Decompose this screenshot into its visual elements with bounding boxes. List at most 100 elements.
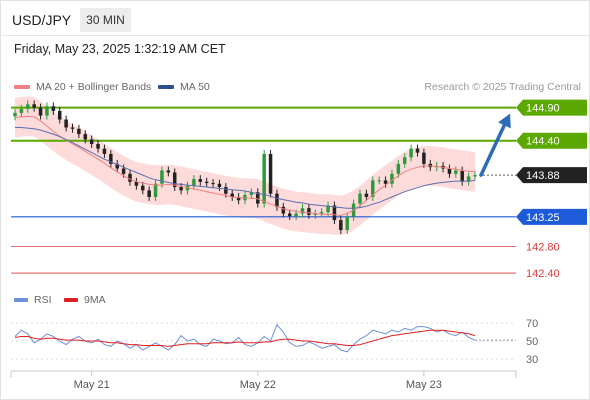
candle — [371, 176, 375, 201]
candle-body — [364, 193, 369, 197]
candle — [109, 149, 113, 168]
rsi-line — [14, 323, 476, 353]
candle — [198, 175, 203, 186]
candle — [236, 192, 241, 205]
time-label: May 21 — [74, 379, 110, 391]
candle — [300, 204, 305, 218]
candle — [473, 171, 477, 181]
candle — [466, 172, 471, 186]
candle-body — [415, 148, 420, 153]
candle-body — [313, 213, 318, 215]
time-label: May 22 — [240, 379, 276, 391]
symbol-label: USD/JPY — [12, 12, 72, 28]
candle-body — [300, 208, 305, 214]
candle-body — [307, 208, 311, 215]
candle-body — [38, 107, 43, 116]
candle-body — [281, 206, 286, 214]
candle-body — [26, 104, 30, 109]
candle — [364, 189, 369, 201]
candle-body — [230, 193, 234, 197]
candle-body — [153, 183, 158, 197]
ma20-line — [14, 115, 476, 217]
candle-body — [102, 148, 107, 154]
level-tag-144.40: 144.40 — [516, 132, 587, 149]
candle — [256, 188, 260, 208]
candle-body — [89, 139, 94, 145]
level-label-143.88: 143.88 — [526, 170, 560, 182]
candle — [313, 209, 318, 219]
candle-body — [70, 127, 75, 129]
candle-body — [454, 170, 458, 174]
candle — [339, 216, 343, 235]
candle-body — [256, 192, 260, 204]
candle-body — [409, 148, 413, 158]
candle-body — [249, 192, 254, 195]
level-tag-bg — [516, 167, 587, 184]
candle — [51, 102, 56, 115]
candle — [57, 106, 62, 124]
legend-rsi-label: RSI — [34, 294, 52, 306]
candle-body — [128, 173, 132, 182]
bollinger-band — [15, 96, 475, 236]
candle-body — [339, 220, 343, 231]
candle — [204, 177, 209, 188]
candle-body — [198, 179, 203, 182]
candle-body — [345, 216, 349, 231]
candle — [396, 159, 401, 178]
candle-body — [236, 196, 241, 201]
candle — [77, 124, 81, 139]
level-label-143.25: 143.25 — [526, 212, 560, 224]
candle-body — [83, 134, 88, 140]
header-divider — [1, 35, 589, 36]
candle — [287, 209, 292, 221]
candle — [64, 115, 68, 132]
candle — [211, 179, 215, 188]
candle — [96, 140, 100, 153]
candle-body — [134, 181, 139, 186]
level-tag-143.88: 143.88 — [516, 167, 587, 184]
candle-body — [473, 175, 477, 177]
candle — [281, 202, 286, 218]
level-tag-bg — [516, 132, 587, 149]
rsi-ma-line — [14, 329, 476, 347]
timestamp: Friday, May 23, 2025 1:32:19 AM CET — [14, 42, 226, 56]
legend-ma50-label: MA 50 — [180, 81, 210, 93]
candle — [447, 164, 452, 178]
candle-body — [13, 112, 17, 117]
candle-body — [466, 176, 471, 182]
projection-arrow-head — [498, 113, 511, 129]
candle-body — [204, 181, 209, 184]
candle — [83, 130, 88, 144]
candle — [89, 135, 94, 148]
legend-ma20-label: MA 20 + Bollinger Bands — [36, 81, 152, 93]
candle-body — [243, 194, 247, 201]
candle — [160, 166, 164, 188]
candle-body — [319, 212, 324, 214]
candle — [268, 149, 273, 198]
candle — [249, 188, 254, 199]
ma50-line — [15, 127, 476, 209]
legend-rsi: RSI — [14, 294, 52, 306]
candle-body — [115, 163, 119, 169]
candle — [179, 183, 183, 195]
candle-body — [77, 128, 81, 135]
credit-text: Research © 2025 Trading Central — [424, 81, 581, 93]
candle-body — [96, 144, 100, 149]
candle-body — [390, 173, 394, 184]
rsi-ma-swatch — [64, 298, 78, 302]
candle — [358, 189, 362, 208]
legend-ma20: MA 20 + Bollinger Bands — [14, 81, 151, 93]
candle-body — [294, 213, 298, 217]
candle — [70, 123, 75, 133]
candle-body — [57, 110, 62, 120]
candle — [32, 100, 36, 112]
candle-body — [402, 157, 407, 164]
level-label-144.40: 144.40 — [526, 136, 560, 148]
candle — [377, 176, 381, 185]
candle — [134, 177, 139, 190]
candle-body — [192, 179, 196, 186]
time-label: May 23 — [406, 379, 442, 391]
timeframe-badge[interactable]: 30 MIN — [80, 8, 131, 32]
candle-body — [287, 213, 292, 217]
